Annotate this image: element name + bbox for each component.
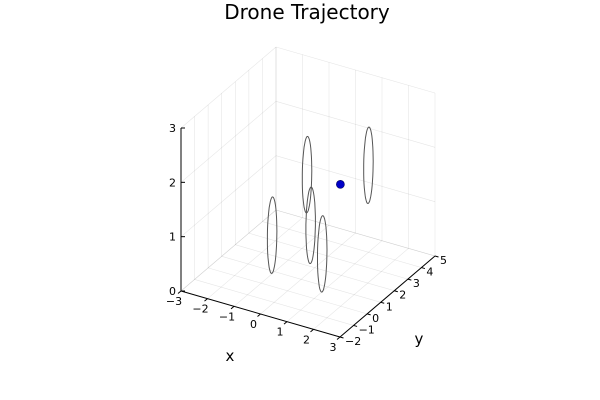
y-tick-mark (407, 278, 412, 281)
z-tick-label: 0 (169, 285, 176, 298)
gate-ring (301, 135, 313, 214)
gridline-floor-y (221, 255, 381, 303)
x-tick-mark (177, 290, 182, 294)
grid (180, 46, 436, 338)
y-tick-label: 1 (386, 300, 393, 313)
y-tick-label: 0 (372, 312, 379, 325)
x-tick-label: 3 (330, 341, 337, 354)
y-tick-mark (353, 324, 358, 327)
y-tick-mark (367, 313, 371, 316)
gridline-floor-y (275, 209, 436, 257)
gridline-back-z (275, 209, 436, 257)
z-tick-label: 1 (169, 231, 176, 244)
gridline-floor-x (313, 248, 409, 330)
gridline-wall-z (180, 101, 277, 183)
z-tick-label: 3 (169, 122, 176, 135)
y-axis-line (339, 255, 436, 338)
gate-ring (305, 186, 316, 265)
chart-title: Drone Trajectory (224, 0, 390, 24)
x-tick-label: −1 (219, 310, 235, 323)
x-tick-label: 0 (250, 318, 257, 331)
gate-ring (363, 126, 374, 205)
drone-position-point (336, 180, 345, 189)
gridline-back-z (275, 101, 436, 148)
gridline-floor-x (260, 232, 356, 315)
y-tick-label: 4 (426, 266, 433, 279)
x-tick-mark (204, 298, 208, 302)
x-tick-mark (257, 313, 261, 317)
trajectory-points (336, 180, 345, 189)
gridline-floor-y (262, 221, 422, 268)
y-tick-label: 3 (413, 277, 420, 290)
x-tick-label: −3 (166, 295, 182, 308)
y-tick-label: 2 (399, 289, 406, 302)
gridline-floor-y (194, 279, 354, 326)
y-tick-mark (394, 290, 398, 293)
gate-ring (266, 196, 278, 274)
x-tick-label: 1 (277, 326, 284, 339)
x-tick-mark (283, 321, 288, 325)
z-tick-label: 2 (169, 176, 176, 189)
gate-ring (317, 215, 328, 293)
x-tick-mark (336, 336, 341, 340)
x-tick-label: −2 (192, 303, 208, 316)
x-tick-label: 2 (303, 333, 310, 346)
gridline-floor-y (248, 232, 408, 280)
x-tick-mark (230, 305, 235, 310)
gates (266, 126, 374, 293)
gridline-floor-y (208, 267, 368, 315)
y-tick-mark (339, 336, 344, 339)
gridline-floor-x (233, 225, 330, 307)
x-axis-label: x (226, 347, 235, 365)
y-tick-mark (434, 255, 439, 258)
x-tick-mark (310, 328, 314, 333)
gridline-wall-z (180, 46, 277, 129)
y-tick-mark (380, 301, 385, 304)
gridline-floor-x (180, 209, 277, 292)
y-tick-label: −1 (359, 323, 375, 336)
gridline-back-z (275, 46, 436, 94)
y-tick-label: 5 (440, 254, 447, 267)
y-tick-mark (421, 267, 426, 270)
gridline-wall-z (180, 155, 277, 237)
gridline-floor-y (235, 244, 395, 292)
gridline-wall-z (180, 209, 277, 292)
y-tick-label: −2 (345, 335, 361, 348)
gridline-floor-x (286, 240, 383, 322)
gridline-floor-x (207, 217, 303, 299)
y-axis-label: y (415, 330, 424, 348)
